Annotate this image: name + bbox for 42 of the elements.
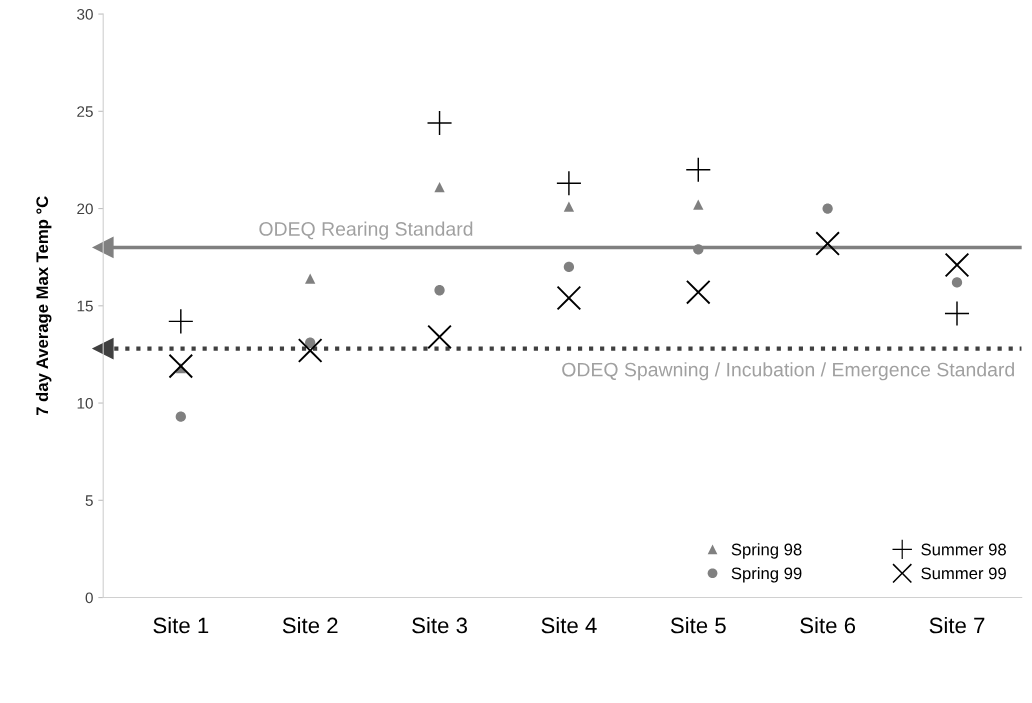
y-tick-label: 5 xyxy=(85,495,93,506)
point xyxy=(944,252,970,277)
point xyxy=(822,203,833,214)
point xyxy=(563,261,575,273)
ref-line-label: ODEQ Spawning / Incubation / Emergence Standard xyxy=(562,362,1014,381)
point xyxy=(951,277,963,288)
x-tick-label: Site 3 xyxy=(412,616,467,634)
x-tick-label: Site 7 xyxy=(929,616,985,634)
point xyxy=(175,411,186,422)
legend-label: Summer 99 xyxy=(921,567,1006,580)
y-tick-label: 20 xyxy=(77,203,93,215)
point xyxy=(556,286,581,311)
point xyxy=(298,338,323,363)
point xyxy=(686,280,711,305)
point xyxy=(168,354,193,379)
point xyxy=(168,309,193,334)
legend-label: Spring 99 xyxy=(731,567,802,583)
point xyxy=(434,182,445,193)
legend-label: Spring 98 xyxy=(731,543,802,559)
point xyxy=(556,171,581,196)
point xyxy=(427,110,452,136)
point xyxy=(815,231,840,256)
y-tick-label: 0 xyxy=(85,592,93,604)
point xyxy=(563,201,575,212)
point xyxy=(305,273,316,284)
x-tick-label: Site 5 xyxy=(670,616,726,634)
ref-line-label: ODEQ Rearing Standard xyxy=(259,221,473,240)
y-tick-label: 30 xyxy=(77,8,93,20)
point xyxy=(693,244,704,255)
x-tick-label: Site 6 xyxy=(800,616,856,634)
y-tick-label: 25 xyxy=(77,106,93,117)
y-tick-label: 10 xyxy=(77,397,93,409)
y-axis-title: 7 day Average Max Temp °C xyxy=(35,196,52,416)
point xyxy=(944,301,970,326)
point xyxy=(434,285,445,296)
x-tick-label: Site 2 xyxy=(282,616,338,634)
x-tick-label: Site 4 xyxy=(541,616,597,634)
x-tick-label: Site 1 xyxy=(153,616,209,634)
point xyxy=(305,337,316,348)
y-tick-label: 15 xyxy=(77,300,93,312)
legend-label: Summer 98 xyxy=(921,543,1006,556)
point xyxy=(693,199,704,210)
